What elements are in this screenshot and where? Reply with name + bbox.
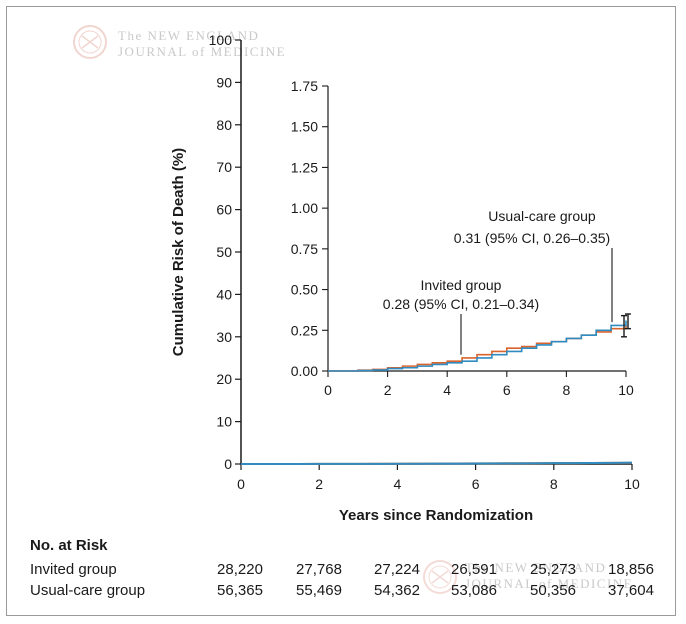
main-y-tick-label: 10 bbox=[216, 414, 232, 430]
main-y-tick-label: 90 bbox=[216, 74, 232, 90]
annotation-invited-line1: Invited group bbox=[421, 277, 502, 293]
risk-table-cell: 18,856 bbox=[608, 561, 654, 578]
inset-x-tick-label: 8 bbox=[563, 382, 571, 398]
inset-y-tick-label: 1.75 bbox=[291, 78, 318, 94]
inset-y-tick-label: 1.00 bbox=[291, 200, 318, 216]
risk-table-cell: 55,469 bbox=[296, 582, 342, 599]
main-y-tick-label: 100 bbox=[209, 32, 233, 48]
main-x-tick-label: 4 bbox=[394, 476, 402, 492]
nejm-seal-icon bbox=[73, 25, 107, 59]
inset-y-tick-label: 0.75 bbox=[291, 241, 318, 257]
watermark-line1-bottom: The NEW ENGLAND bbox=[465, 560, 607, 575]
inset-x-tick-label: 6 bbox=[503, 382, 511, 398]
main-y-tick-label: 30 bbox=[216, 329, 232, 345]
watermark-line1: The NEW ENGLAND bbox=[118, 28, 260, 43]
risk-row-usual-label: Usual-care group bbox=[30, 582, 146, 599]
risk-table-cell: 25,273 bbox=[530, 561, 576, 578]
x-axis-label: Years since Randomization bbox=[339, 507, 533, 524]
main-x-tick-label: 2 bbox=[315, 476, 323, 492]
inset-x-tick-label: 0 bbox=[324, 382, 332, 398]
inset-y-tick-label: 1.50 bbox=[291, 119, 318, 135]
main-series-line-1 bbox=[240, 461, 633, 465]
annotation-invited-line2: 0.28 (95% CI, 0.21–0.34) bbox=[383, 296, 539, 312]
risk-table-cell: 56,365 bbox=[217, 582, 263, 599]
inset-x-tick-label: 2 bbox=[384, 382, 392, 398]
risk-table-cell: 54,362 bbox=[374, 582, 420, 599]
main-y-tick-label: 20 bbox=[216, 371, 232, 387]
risk-table-cell: 28,220 bbox=[217, 561, 263, 578]
inset-axes: 0.00 0.25 0.50 0.75 1.00 1.25 1.50 1.75 0 2 4 6 8 10 bbox=[291, 78, 634, 398]
risk-table-cell: 37,604 bbox=[608, 582, 654, 599]
inset-x-tick-label: 4 bbox=[443, 382, 451, 398]
main-x-tick-label: 6 bbox=[472, 476, 480, 492]
main-y-tick-label: 70 bbox=[216, 159, 232, 175]
inset-series-line-0 bbox=[328, 325, 627, 372]
main-y-tick-label: 0 bbox=[224, 456, 232, 472]
annotation-usual-line1: Usual-care group bbox=[488, 208, 596, 224]
main-x-tick-label: 8 bbox=[550, 476, 558, 492]
inset-series-lines bbox=[328, 313, 631, 372]
risk-table-title: No. at Risk bbox=[30, 537, 108, 554]
main-x-tick-label: 10 bbox=[624, 476, 640, 492]
risk-table-cell: 53,086 bbox=[451, 582, 497, 599]
main-x-tick-label: 0 bbox=[237, 476, 245, 492]
main-y-tick-label: 80 bbox=[216, 117, 232, 133]
inset-x-tick-label: 10 bbox=[618, 382, 634, 398]
main-y-tick-label: 50 bbox=[216, 244, 232, 260]
figure-frame bbox=[6, 6, 676, 616]
watermark-line2: JOURNAL of MEDICINE bbox=[118, 44, 287, 59]
risk-table-cell: 27,768 bbox=[296, 561, 342, 578]
inset-y-tick-label: 1.25 bbox=[291, 159, 318, 175]
inset-y-tick-label: 0.00 bbox=[291, 363, 318, 379]
watermark-line2-bottom: JOURNAL of MEDICINE bbox=[465, 576, 634, 591]
annotation-usual-line2: 0.31 (95% CI, 0.26–0.35) bbox=[454, 230, 610, 246]
inset-y-tick-label: 0.50 bbox=[291, 282, 318, 298]
annotations: Invited group 0.28 (95% CI, 0.21–0.34) Usu… bbox=[383, 208, 613, 355]
inset-y-tick-label: 0.25 bbox=[291, 322, 318, 338]
risk-table-cell: 50,356 bbox=[530, 582, 576, 599]
main-y-tick-label: 40 bbox=[216, 286, 232, 302]
y-axis-label: Cumulative Risk of Death (%) bbox=[170, 148, 187, 356]
nejm-seal-icon-bottom bbox=[423, 560, 457, 594]
main-series-lines bbox=[240, 461, 633, 465]
risk-table-cell: 26,591 bbox=[451, 561, 497, 578]
risk-row-invited-label: Invited group bbox=[30, 561, 117, 578]
main-y-tick-label: 60 bbox=[216, 202, 232, 218]
risk-table-cell: 27,224 bbox=[374, 561, 420, 578]
inset-series-line-1 bbox=[328, 320, 627, 372]
